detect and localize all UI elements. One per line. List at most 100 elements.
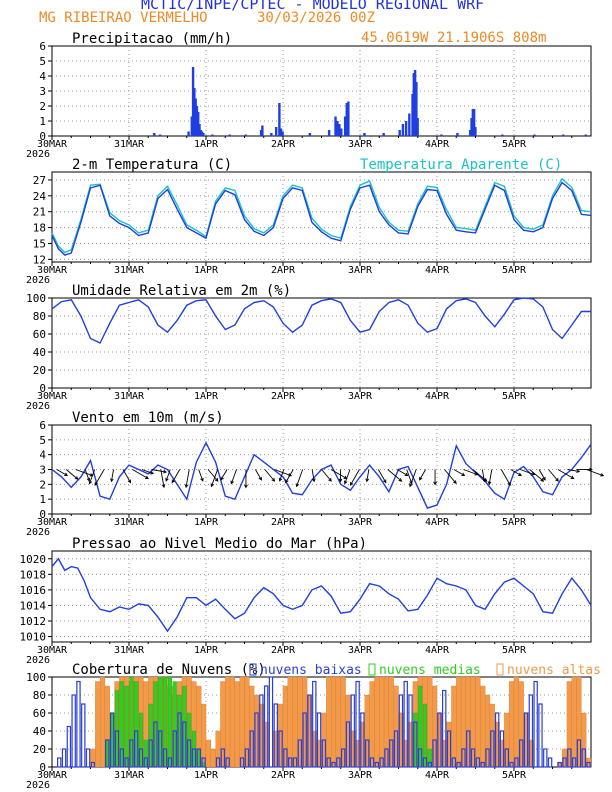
agency-title: MCTIC/INPE/CPTEC - MODELO REGIONAL WRF bbox=[141, 0, 485, 13]
y-tick-label: 3 bbox=[39, 464, 46, 477]
wind-vector bbox=[567, 469, 580, 473]
x-tick-label: 5APR bbox=[502, 517, 527, 528]
cloud-low-bar bbox=[543, 748, 548, 768]
cloud-low-bar bbox=[90, 761, 96, 768]
cloud-low-bar bbox=[427, 761, 432, 768]
cloud-mid-bar bbox=[167, 676, 172, 768]
cloud-low-bar bbox=[538, 703, 543, 768]
wind-vector bbox=[279, 469, 285, 481]
cloud-low-bar bbox=[244, 748, 250, 768]
precip-bar bbox=[469, 130, 472, 136]
cloud-low-bar bbox=[61, 748, 67, 768]
humidity-line bbox=[51, 297, 591, 344]
station-coordinates: 45.0619W 21.1906S 808m bbox=[361, 30, 547, 46]
cloud-low-bar bbox=[442, 689, 447, 768]
precip-bar bbox=[382, 133, 385, 136]
wind-vector-head bbox=[214, 477, 219, 482]
wind-vector bbox=[207, 469, 219, 482]
pressure-line bbox=[51, 557, 592, 633]
x-tick-label: 3APR bbox=[348, 139, 373, 150]
x-tick-label: 3APR bbox=[348, 265, 373, 276]
cloud-low-bar bbox=[557, 761, 562, 768]
legend-low-clouds: nuvens baixas bbox=[260, 663, 362, 678]
precip-bar bbox=[338, 124, 341, 136]
y-tick-label: 80 bbox=[33, 310, 46, 323]
wind-vector-head bbox=[295, 483, 300, 488]
precip-bar bbox=[270, 133, 273, 136]
wind-vector-head bbox=[433, 481, 437, 486]
cloud-low-bar bbox=[191, 748, 197, 768]
cloud-low-bar bbox=[182, 721, 187, 768]
precip-bar bbox=[456, 133, 459, 136]
wind-vector-head bbox=[482, 478, 486, 483]
cloud-low-bar bbox=[292, 757, 298, 768]
cloud-low-bar bbox=[398, 694, 404, 768]
y-tick-label: 1020 bbox=[20, 553, 47, 566]
x-tick-label: 2APR bbox=[271, 770, 296, 781]
wind-vector-head bbox=[398, 478, 403, 482]
wind-vector-head bbox=[278, 477, 283, 482]
cloud-low-bar bbox=[437, 712, 442, 768]
cloud-low-bar bbox=[105, 739, 110, 768]
precip-bar bbox=[259, 130, 263, 136]
y-tick-label: 20 bbox=[33, 743, 46, 756]
x-year-label: 2026 bbox=[26, 527, 50, 538]
cloud-low-bar bbox=[143, 757, 149, 768]
cloud-high-bar bbox=[292, 676, 298, 768]
wind-vector bbox=[285, 469, 294, 483]
cloud-high-bar bbox=[239, 676, 245, 768]
y-tick-label: 2 bbox=[39, 100, 46, 113]
y-tick-label: 0 bbox=[39, 382, 46, 395]
y-tick-label: 1018 bbox=[20, 568, 47, 581]
wind-vector bbox=[198, 469, 204, 481]
x-tick-label: 4APR bbox=[425, 645, 450, 656]
wind-speed-line bbox=[51, 441, 592, 509]
cloud-low-bar bbox=[76, 680, 81, 768]
wind-vector bbox=[481, 469, 485, 482]
wind-vector-head bbox=[127, 479, 131, 484]
cloud-low-bar bbox=[254, 712, 259, 768]
precip-bar bbox=[584, 134, 587, 136]
cloud-high-bar bbox=[205, 739, 211, 768]
cloud-low-bar bbox=[547, 757, 553, 768]
wind-vector bbox=[171, 469, 181, 483]
cloud-low-bar bbox=[273, 703, 278, 768]
cloud-low-bar bbox=[374, 761, 380, 768]
cloud-low-bar bbox=[201, 757, 206, 768]
x-tick-label: 30MAR bbox=[37, 391, 68, 402]
x-year-label: 2026 bbox=[26, 149, 50, 160]
cloud-low-bar bbox=[148, 739, 153, 768]
cloud-low-bar bbox=[162, 748, 168, 768]
cloud-low-bar bbox=[302, 712, 307, 768]
precip-bar bbox=[471, 109, 475, 136]
y-tick-label: 12 bbox=[33, 253, 46, 266]
wind-vector-head bbox=[64, 472, 69, 476]
wind-vector bbox=[75, 469, 93, 477]
y-tick-label: 40 bbox=[33, 346, 46, 359]
wind-vector-head bbox=[88, 480, 93, 485]
cloud-low-bar bbox=[408, 694, 413, 768]
apparent-temp-legend: Temperatura Aparente (C) bbox=[360, 157, 562, 173]
cloud-low-bar bbox=[220, 748, 226, 768]
cloud-low-bar bbox=[417, 748, 423, 768]
wind-vector-head bbox=[210, 483, 214, 488]
cloud-low-bar bbox=[523, 712, 529, 768]
cloud-high-bar bbox=[234, 681, 240, 768]
cloud-low-bar bbox=[499, 730, 505, 768]
wind-vector bbox=[89, 469, 96, 484]
cloud-low-bar bbox=[509, 761, 514, 768]
cloud-low-bar bbox=[379, 757, 384, 768]
cloud-low-bar bbox=[268, 676, 274, 768]
y-tick-label: 0 bbox=[39, 130, 46, 143]
run-time: 30/03/2026 00Z bbox=[257, 10, 376, 26]
precip-bar bbox=[404, 121, 408, 136]
cloud-high-bar bbox=[369, 681, 375, 768]
x-tick-label: 4APR bbox=[425, 139, 450, 150]
panel-title: Vento em 10m (m/s) bbox=[72, 410, 224, 426]
wind-vector-head bbox=[453, 480, 457, 485]
precip-bar bbox=[416, 118, 419, 136]
x-tick-label: 5APR bbox=[502, 265, 527, 276]
wind-vector-head bbox=[570, 475, 575, 479]
wind-vector bbox=[463, 469, 478, 476]
